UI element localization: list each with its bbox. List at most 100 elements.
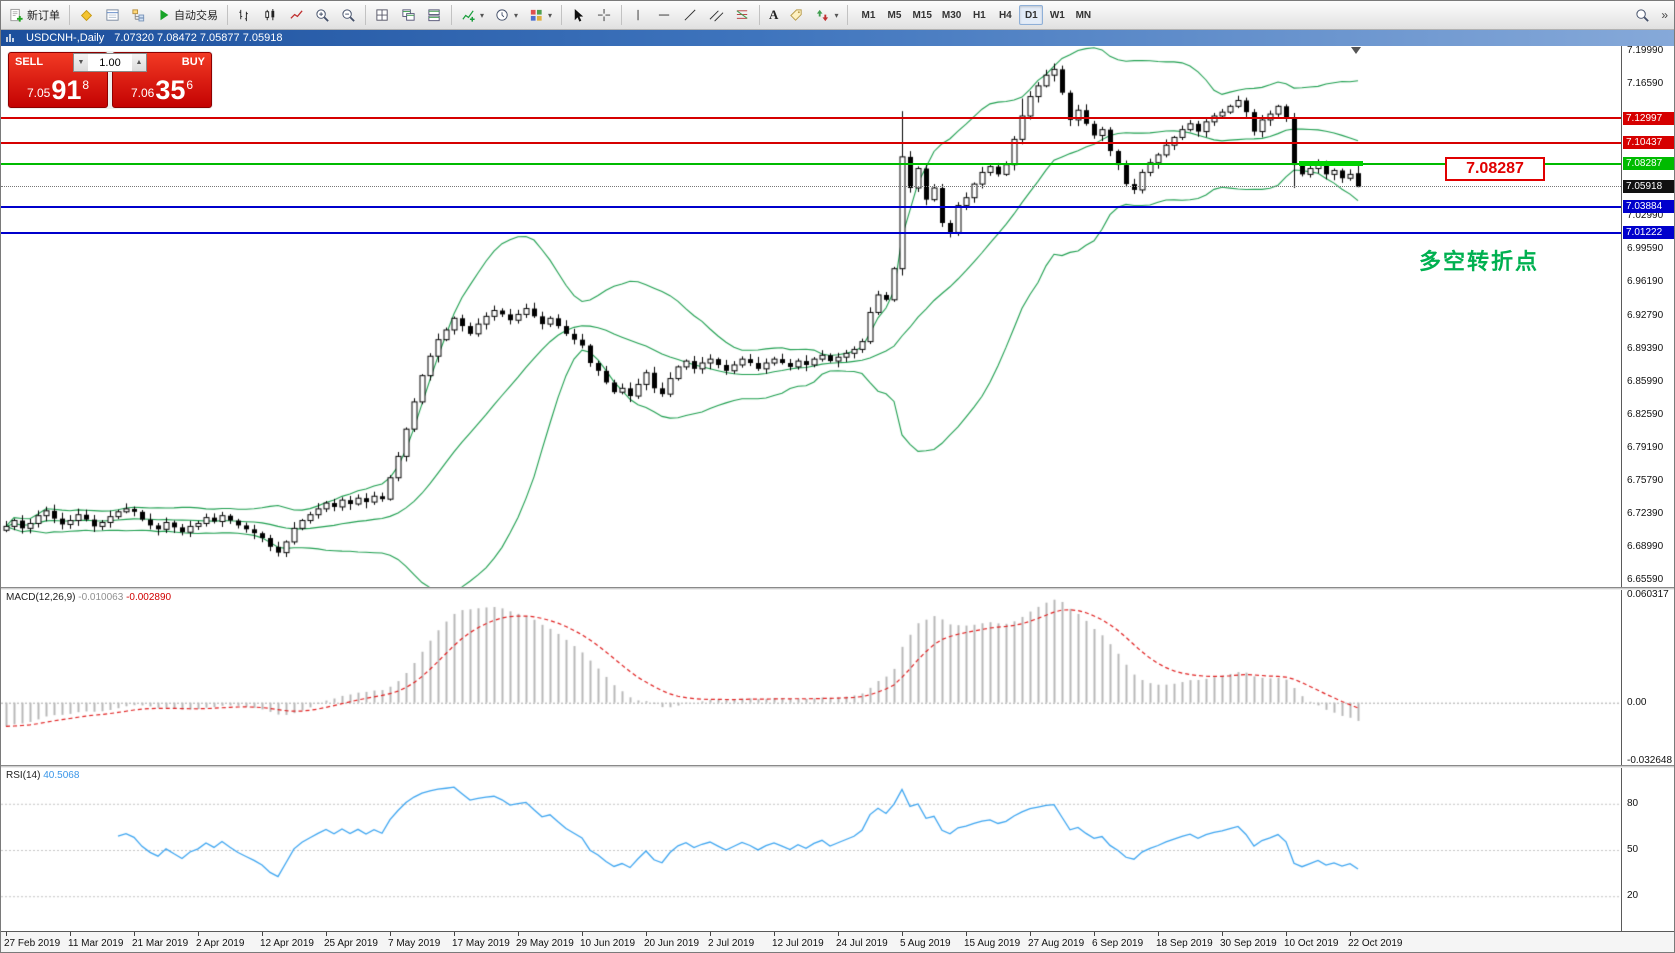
- volume-box: ▼ ▲: [73, 53, 147, 72]
- date-label: 5 Aug 2019: [900, 938, 951, 949]
- date-tick: [1222, 932, 1223, 936]
- date-tick: [518, 932, 519, 936]
- price-line-badge: 7.08287: [1623, 157, 1674, 171]
- volume-input[interactable]: [88, 54, 132, 71]
- date-tick: [454, 932, 455, 936]
- macd-name: MACD(12,26,9): [6, 592, 76, 603]
- macd-signal-value: -0.002890: [126, 592, 172, 603]
- date-tick: [966, 932, 967, 936]
- highlight-segment[interactable]: [1299, 161, 1363, 167]
- sell-button[interactable]: SELL 7.05 91 8: [8, 52, 108, 108]
- price-axis-label: 7.16590: [1627, 78, 1664, 90]
- price-callout-box[interactable]: 7.08287: [1445, 157, 1545, 181]
- rsi-level-50: 50: [1627, 844, 1639, 855]
- buy-price-pip: 6: [186, 78, 194, 92]
- date-tick: [1030, 932, 1031, 936]
- date-label: 20 Jun 2019: [644, 938, 700, 949]
- buy-label: BUY: [181, 56, 205, 68]
- price-line-badge: 7.03884: [1623, 200, 1674, 214]
- sell-price-pip: 8: [82, 78, 90, 92]
- buy-price: 7.06 35 6: [113, 75, 211, 105]
- sell-label: SELL: [15, 56, 44, 68]
- date-tick: [6, 932, 7, 936]
- rsi-panel-splitter[interactable]: [1, 765, 1674, 768]
- sell-price-big: 91: [51, 75, 82, 105]
- date-label: 24 Jul 2019: [836, 938, 888, 949]
- price-axis-label: 6.85990: [1627, 375, 1664, 387]
- sell-price: 7.05 91 8: [9, 75, 107, 105]
- macd-panel-splitter[interactable]: [1, 587, 1674, 590]
- date-label: 29 May 2019: [516, 938, 574, 949]
- volume-decrease-button[interactable]: ▼: [74, 54, 88, 71]
- date-tick: [1094, 932, 1095, 936]
- price-axis-label: 6.79190: [1627, 441, 1664, 453]
- date-label: 7 May 2019: [388, 938, 441, 949]
- date-tick: [646, 932, 647, 936]
- price-line-badge: 7.12997: [1623, 111, 1674, 125]
- macd-scale-bottom: -0.032648: [1627, 755, 1673, 766]
- price-axis-label: 6.99590: [1627, 243, 1664, 255]
- macd-scale-top: 0.060317: [1627, 589, 1669, 600]
- hline-7.03884[interactable]: [1, 205, 1621, 208]
- sell-price-prefix: 7.05: [26, 86, 51, 100]
- date-tick: [262, 932, 263, 936]
- price-axis-label: 6.65590: [1627, 574, 1664, 585]
- price-axis-label: 6.96190: [1627, 276, 1664, 288]
- turning-point-annotation[interactable]: 多空转折点: [1419, 249, 1540, 274]
- price-line-badge: 7.10437: [1623, 136, 1674, 150]
- date-label: 15 Aug 2019: [964, 938, 1021, 949]
- buy-price-prefix: 7.06: [130, 86, 155, 100]
- date-tick: [70, 932, 71, 936]
- price-axis-label: 7.02990: [1627, 210, 1664, 222]
- price-axis-label: 6.89390: [1627, 342, 1664, 354]
- date-label: 25 Apr 2019: [324, 938, 378, 949]
- date-tick: [1350, 932, 1351, 936]
- date-label: 2 Jul 2019: [708, 938, 755, 949]
- one-click-trading-panel: SELL 7.05 91 8 BUY 7.06 35 6 ▼ ▲: [7, 51, 213, 109]
- price-axis-label: 6.92790: [1627, 309, 1664, 321]
- date-label: 11 Mar 2019: [68, 938, 124, 949]
- date-tick: [582, 932, 583, 936]
- date-label: 17 May 2019: [452, 938, 510, 949]
- date-label: 12 Jul 2019: [772, 938, 824, 949]
- macd-scale-zero: 0.00: [1627, 697, 1647, 708]
- date-tick: [902, 932, 903, 936]
- chart-shift-marker-icon[interactable]: [1351, 47, 1361, 54]
- date-label: 12 Apr 2019: [260, 938, 314, 949]
- macd-label: MACD(12,26,9) -0.010063 -0.002890: [6, 592, 171, 603]
- rsi-label: RSI(14) 40.5068: [6, 770, 79, 781]
- date-label: 2 Apr 2019: [196, 938, 245, 949]
- date-label: 10 Oct 2019: [1284, 938, 1339, 949]
- date-label: 27 Feb 2019: [4, 938, 61, 949]
- bid-price-line: [1, 186, 1621, 188]
- date-tick: [1286, 932, 1287, 936]
- date-tick: [326, 932, 327, 936]
- date-tick: [1158, 932, 1159, 936]
- rsi-name: RSI(14): [6, 770, 41, 781]
- date-label: 22 Oct 2019: [1348, 938, 1403, 949]
- current-price-badge: 7.05918: [1623, 180, 1674, 194]
- date-label: 21 Mar 2019: [132, 938, 189, 949]
- hline-7.12997[interactable]: [1, 117, 1621, 119]
- price-line-badge: 7.01222: [1623, 226, 1674, 239]
- price-axis[interactable]: 0.060317 0.00 -0.032648 80 50 20 7.19990…: [1621, 45, 1674, 931]
- time-axis[interactable]: 27 Feb 2019 11 Mar 2019 21 Mar 2019 2 Apr 2…: [1, 931, 1674, 952]
- rsi-value: 40.5068: [43, 770, 80, 781]
- macd-main-value: -0.010063: [78, 592, 124, 603]
- date-tick: [838, 932, 839, 936]
- buy-price-big: 35: [155, 75, 186, 105]
- date-label: 18 Sep 2019: [1156, 938, 1213, 949]
- date-label: 30 Sep 2019: [1220, 938, 1277, 949]
- hline-7.01222[interactable]: [1, 231, 1621, 234]
- date-tick: [198, 932, 199, 936]
- rsi-level-20: 20: [1627, 890, 1639, 901]
- hline-7.10437[interactable]: [1, 141, 1621, 144]
- volume-increase-button[interactable]: ▲: [132, 54, 146, 71]
- price-axis-label: 6.82590: [1627, 408, 1664, 420]
- price-axis-label: 6.72390: [1627, 507, 1664, 519]
- hline-7.08287[interactable]: [1, 162, 1621, 165]
- price-axis-label: 6.75790: [1627, 474, 1664, 486]
- date-tick: [774, 932, 775, 936]
